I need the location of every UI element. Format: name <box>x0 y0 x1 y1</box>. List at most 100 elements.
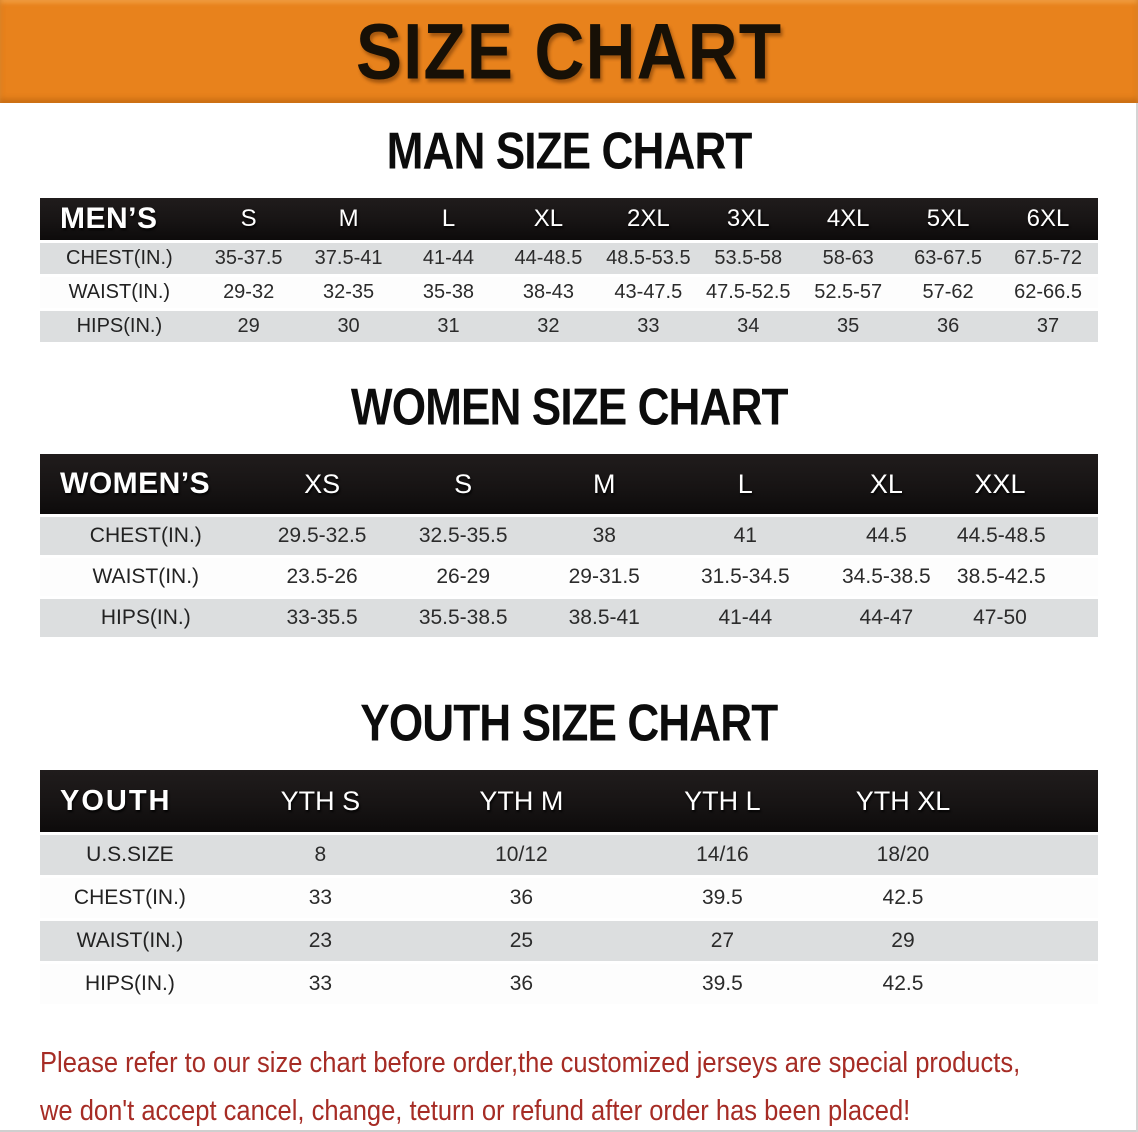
size-value-cell: 18/20 <box>822 835 1098 875</box>
size-value-cell: 44-47 <box>815 599 957 637</box>
footer-notice: Please refer to our size chart before or… <box>0 1039 1138 1132</box>
measurement-row-label: CHEST(IN.) <box>40 243 199 274</box>
youth-section-title: YOUTH SIZE CHART <box>40 693 1098 752</box>
notice-line-1: Please refer to our size chart before or… <box>40 1047 1021 1079</box>
size-value-cell: 42.5 <box>822 878 1098 918</box>
size-value-cell: 38.5-41 <box>533 599 675 637</box>
measurement-row-label: HIPS(IN.) <box>40 599 252 637</box>
size-value-cell: 39.5 <box>621 964 823 1004</box>
men-section-title: MAN SIZE CHART <box>40 121 1098 180</box>
size-value-cell: 53.5-58 <box>698 243 799 274</box>
measurement-row-label: CHEST(IN.) <box>40 517 252 555</box>
notice-line-2: we don't accept cancel, change, teturn o… <box>40 1095 911 1127</box>
size-column-header: YTH XL <box>822 770 1098 832</box>
youth-size-table-grid: YOUTH YTH S YTH M YTH L YTH XL U.S.SIZE 8 10/12… <box>40 767 1098 1007</box>
size-value-cell: 34.5-38.5 <box>815 558 957 596</box>
men-section-title-text: MAN SIZE CHART <box>386 121 753 180</box>
size-column-header: 5XL <box>898 198 999 240</box>
size-value-cell: 39.5 <box>621 878 823 918</box>
size-value-cell: 29.5-32.5 <box>251 517 393 555</box>
measurement-row-label: CHEST(IN.) <box>40 878 220 918</box>
measurement-row-label: HIPS(IN.) <box>40 964 220 1004</box>
size-column-header: YTH L <box>621 770 823 832</box>
size-value-cell: 36 <box>420 878 622 918</box>
size-column-header: XL <box>815 454 957 514</box>
size-value-cell: 36 <box>420 964 622 1004</box>
table-row: HIPS(IN.) 33-35.5 35.5-38.5 38.5-41 41-44 44-… <box>40 599 1098 637</box>
size-value-cell: 67.5-72 <box>998 243 1098 274</box>
size-column-header: 4XL <box>798 198 899 240</box>
size-value-cell: 47-50 <box>956 599 1098 637</box>
size-value-cell: 41-44 <box>398 243 499 274</box>
size-value-cell: 38.5-42.5 <box>956 558 1098 596</box>
table-row: HIPS(IN.) 29 30 31 32 33 34 35 36 37 <box>40 311 1098 342</box>
table-corner-label: YOUTH <box>40 770 220 832</box>
size-value-cell: 31.5-34.5 <box>674 558 816 596</box>
youth-size-table: YOUTH YTH S YTH M YTH L YTH XL U.S.SIZE 8 10/12… <box>40 767 1098 1007</box>
measurement-row-label: WAIST(IN.) <box>40 558 252 596</box>
size-value-cell: 41-44 <box>674 599 816 637</box>
youth-section-title-text: YOUTH SIZE CHART <box>360 693 779 752</box>
size-column-header: 3XL <box>698 198 799 240</box>
women-section-title: WOMEN SIZE CHART <box>40 377 1098 436</box>
size-value-cell: 33 <box>598 311 699 342</box>
size-column-header: S <box>392 454 534 514</box>
table-row: CHEST(IN.) 33 36 39.5 42.5 <box>40 878 1098 918</box>
size-value-cell: 10/12 <box>420 835 622 875</box>
table-row: WAIST(IN.) 29-32 32-35 35-38 38-43 43-47.5 47.… <box>40 277 1098 308</box>
size-value-cell: 44.5 <box>815 517 957 555</box>
measurement-row-label: HIPS(IN.) <box>40 311 199 342</box>
size-column-header: M <box>298 198 399 240</box>
size-value-cell: 33 <box>219 964 421 1004</box>
size-value-cell: 32.5-35.5 <box>392 517 534 555</box>
table-corner-label: WOMEN’S <box>40 454 252 514</box>
table-row: CHEST(IN.) 35-37.5 37.5-41 41-44 44-48.5 48.5… <box>40 243 1098 274</box>
measurement-row-label: WAIST(IN.) <box>40 921 220 961</box>
table-corner-label: MEN’S <box>40 198 199 240</box>
size-value-cell: 33 <box>219 878 421 918</box>
size-value-cell: 29 <box>822 921 1098 961</box>
size-value-cell: 43-47.5 <box>598 277 699 308</box>
table-header-row: WOMEN’S XS S M L XL XXL <box>40 454 1098 514</box>
size-value-cell: 29-32 <box>198 277 299 308</box>
size-column-header: YTH S <box>219 770 421 832</box>
size-value-cell: 62-66.5 <box>998 277 1098 308</box>
size-value-cell: 31 <box>398 311 499 342</box>
size-value-cell: 30 <box>298 311 399 342</box>
measurement-row-label: U.S.SIZE <box>40 835 220 875</box>
size-value-cell: 8 <box>219 835 421 875</box>
size-value-cell: 52.5-57 <box>798 277 899 308</box>
size-value-cell: 26-29 <box>392 558 534 596</box>
size-column-header: 2XL <box>598 198 699 240</box>
size-value-cell: 33-35.5 <box>251 599 393 637</box>
women-size-table: WOMEN’S XS S M L XL XXL CHEST(IN.) 29.5-32.5 32.5… <box>40 451 1098 640</box>
size-value-cell: 58-63 <box>798 243 899 274</box>
size-value-cell: 35.5-38.5 <box>392 599 534 637</box>
table-row: U.S.SIZE 8 10/12 14/16 18/20 <box>40 835 1098 875</box>
banner-title: SIZE CHART <box>355 7 783 96</box>
size-value-cell: 32 <box>498 311 599 342</box>
women-section: WOMEN SIZE CHART WOMEN’S XS S M L XL XXL CHEST(… <box>0 377 1138 640</box>
women-section-title-text: WOMEN SIZE CHART <box>350 377 788 436</box>
size-value-cell: 42.5 <box>822 964 1098 1004</box>
size-column-header: L <box>674 454 816 514</box>
size-value-cell: 44.5-48.5 <box>956 517 1098 555</box>
size-column-header: M <box>533 454 675 514</box>
size-value-cell: 34 <box>698 311 799 342</box>
size-value-cell: 38 <box>533 517 675 555</box>
size-value-cell: 41 <box>674 517 816 555</box>
size-column-header: YTH M <box>420 770 622 832</box>
table-header-row: MEN’S S M L XL 2XL 3XL 4XL 5XL 6XL <box>40 198 1098 240</box>
size-column-header: XL <box>498 198 599 240</box>
men-size-table-grid: MEN’S S M L XL 2XL 3XL 4XL 5XL 6XL CHEST(IN.) 35-37… <box>40 195 1098 345</box>
table-row: WAIST(IN.) 23.5-26 26-29 29-31.5 31.5-34.5 34… <box>40 558 1098 596</box>
size-value-cell: 29-31.5 <box>533 558 675 596</box>
size-column-header: XS <box>251 454 393 514</box>
measurement-row-label: WAIST(IN.) <box>40 277 199 308</box>
size-value-cell: 25 <box>420 921 622 961</box>
size-value-cell: 44-48.5 <box>498 243 599 274</box>
size-value-cell: 35-37.5 <box>198 243 299 274</box>
size-column-header: L <box>398 198 499 240</box>
size-value-cell: 48.5-53.5 <box>598 243 699 274</box>
